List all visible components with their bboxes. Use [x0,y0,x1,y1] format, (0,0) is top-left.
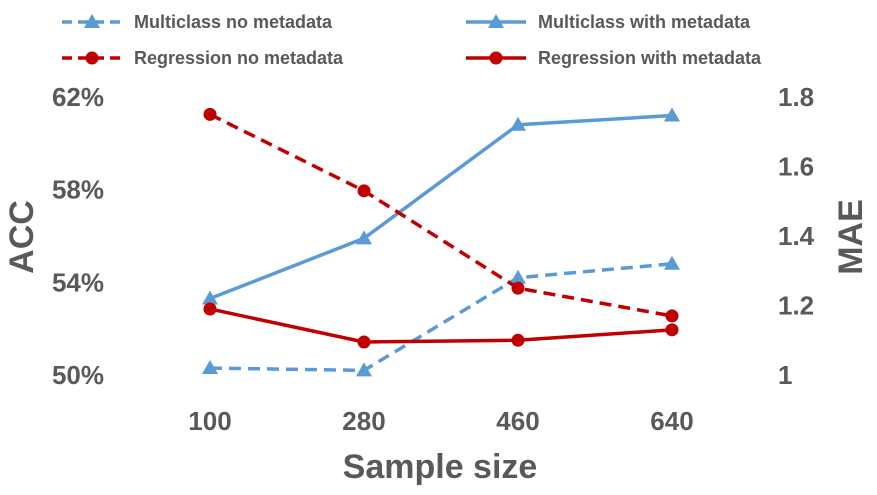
y-left-axis-title: ACC [3,200,41,274]
series-line [209,262,673,373]
series-multiclass-no-metadata [202,255,680,377]
data-point [356,230,372,245]
legend-entry: Multiclass no metadata [62,12,333,32]
x-axis-title: Sample size [343,448,538,486]
series-multiclass-with-metadata [202,107,680,305]
legend-swatch-marker [84,14,100,28]
y-right-tick-label: 1.6 [778,152,814,182]
legend-label: Multiclass no metadata [134,12,333,32]
y-right-tick-label: 1.2 [778,291,814,321]
y-left-tick-label: 54% [52,267,104,297]
y-left-tick-label: 50% [52,360,104,390]
series-layer [202,107,680,377]
series-regression-no-metadata [203,107,679,323]
data-point [664,255,680,270]
data-point [510,269,526,284]
x-tick-label: 100 [188,406,231,436]
legend-entry: Regression with metadata [466,48,762,68]
legend-swatch-marker [85,51,99,65]
x-tick-label: 280 [342,406,385,436]
legend-entry: Multiclass with metadata [466,12,751,32]
legend: Multiclass no metadata Multiclass with me… [62,12,762,68]
data-point [665,323,679,337]
data-point [203,302,217,316]
legend-label: Multiclass with metadata [538,12,751,32]
x-tick-label: 640 [650,406,693,436]
data-point [356,362,372,377]
legend-label: Regression with metadata [538,48,762,68]
data-point [511,281,525,295]
data-point [357,335,371,349]
y-left-ticks: 50% 54% 58% 62% [52,82,104,390]
data-point [202,360,218,375]
legend-label: Regression no metadata [134,48,344,68]
y-right-tick-label: 1 [778,360,792,390]
series-line [209,113,673,301]
legend-swatch-marker [489,51,503,65]
legend-entry: Regression no metadata [62,48,344,68]
x-ticks: 100 280 460 640 [188,406,693,436]
data-point [511,333,525,347]
data-point [203,107,217,121]
legend-swatch-marker [488,14,504,28]
y-left-tick-label: 58% [52,175,104,205]
y-left-tick-label: 62% [52,82,104,112]
y-right-tick-label: 1.8 [778,82,814,112]
series-line [209,307,673,344]
x-tick-label: 460 [496,406,539,436]
y-right-axis-title: MAE [832,199,870,275]
data-point [202,290,218,305]
series-line [209,112,673,318]
data-point [665,309,679,323]
series-regression-with-metadata [203,302,679,349]
data-point [357,184,371,198]
data-point [510,116,526,131]
y-right-tick-label: 1.4 [778,221,815,251]
y-right-ticks: 1 1.2 1.4 1.6 1.8 [778,82,815,390]
data-point [664,107,680,122]
